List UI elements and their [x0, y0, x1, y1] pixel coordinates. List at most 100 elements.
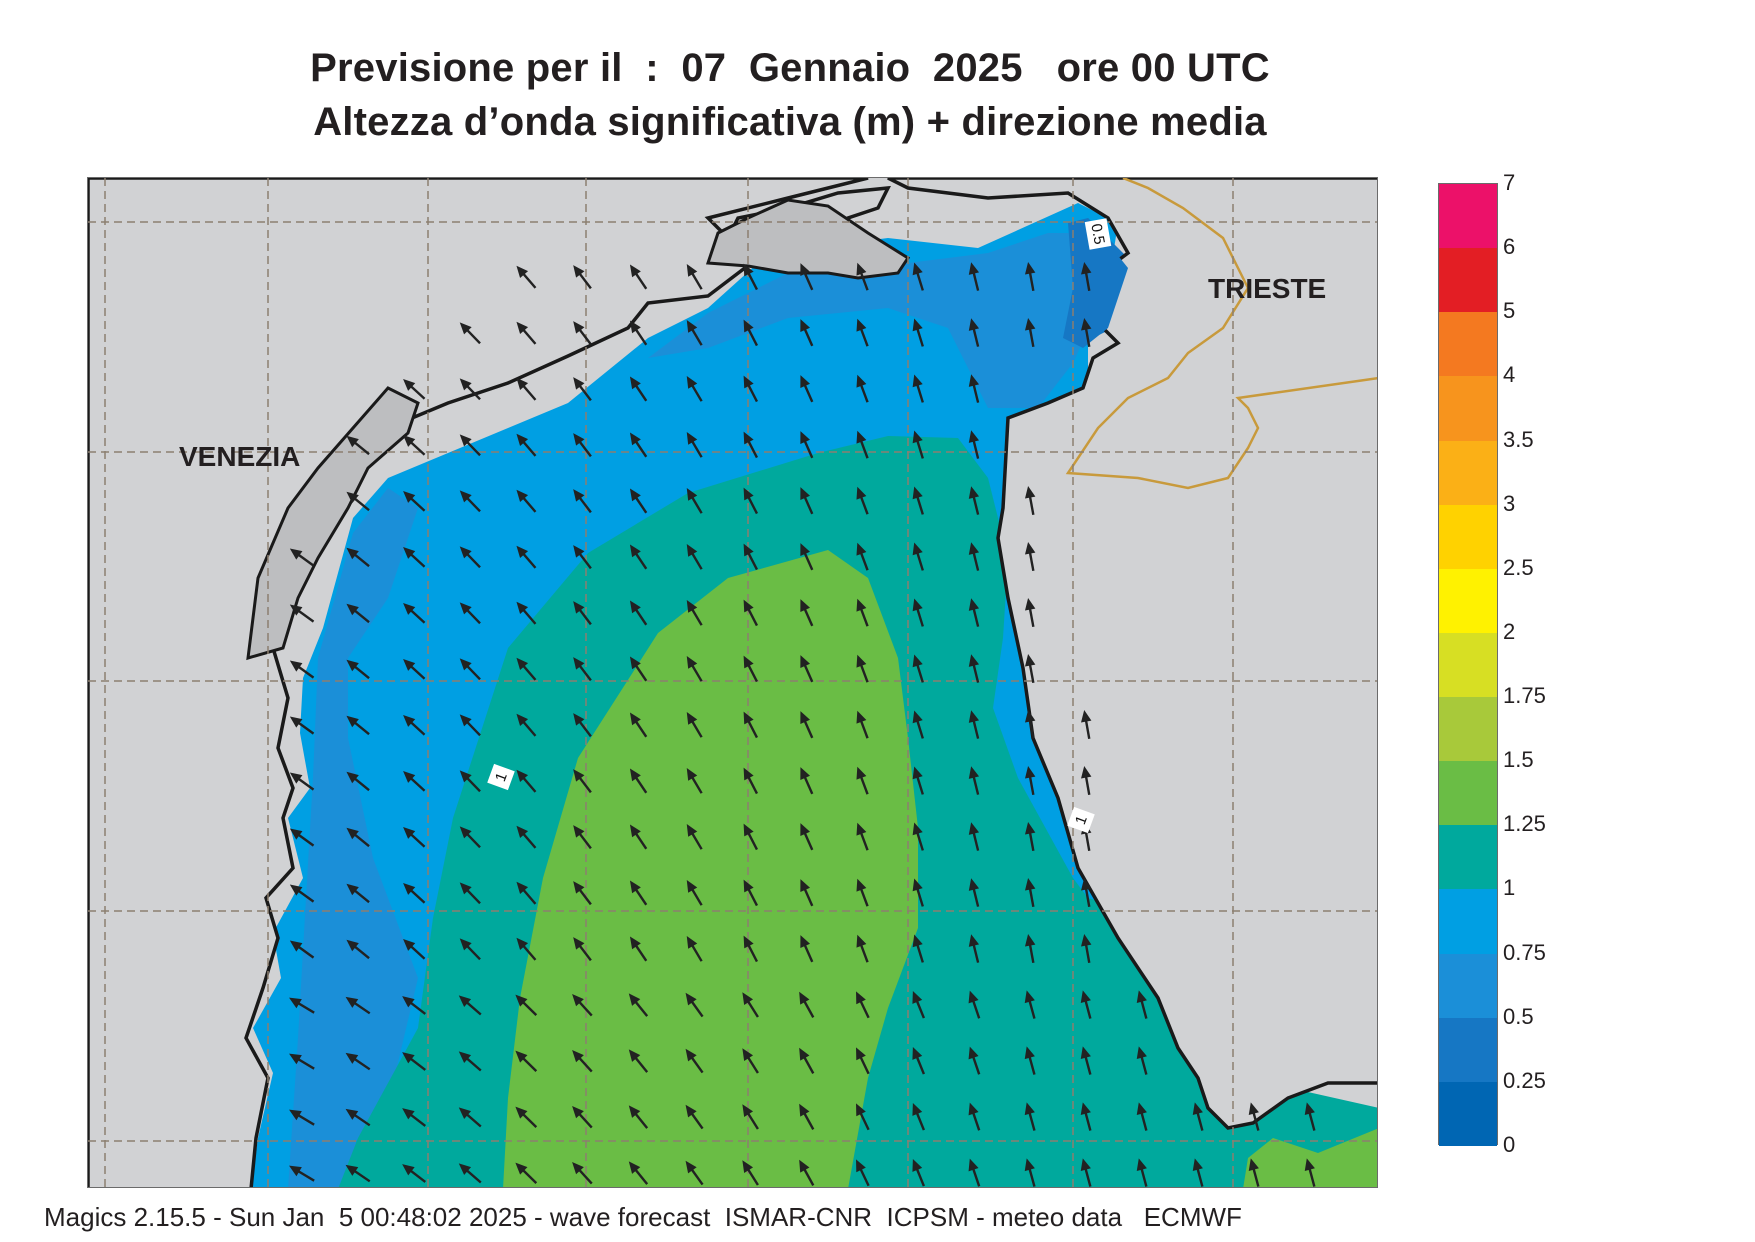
wave-arrow	[516, 769, 537, 793]
wave-arrow	[800, 655, 814, 683]
legend-tick-label: 2.5	[1503, 554, 1534, 580]
wave-arrow	[516, 657, 537, 681]
wave-arrow	[459, 434, 481, 457]
wave-arrow	[912, 654, 924, 683]
wave-arrow	[1024, 878, 1036, 908]
wave-arrow	[1024, 486, 1036, 516]
wave-arrow	[856, 1159, 870, 1187]
wave-arrow	[1024, 654, 1036, 684]
wave-arrow	[402, 1052, 427, 1071]
wave-arrow	[912, 542, 924, 571]
wave-arrow	[743, 767, 759, 795]
wave-arrow	[346, 883, 370, 904]
wave-arrow	[289, 940, 315, 959]
wave-arrow	[516, 489, 537, 513]
wave-arrow	[686, 488, 703, 514]
wave-map: 0.5 1 1 VENEZIA TRIESTE	[87, 177, 1378, 1188]
wave-arrow	[856, 430, 869, 459]
wave-arrow	[856, 486, 869, 515]
wave-arrow	[516, 377, 537, 401]
wave-arrow	[968, 990, 981, 1019]
legend-swatch	[1439, 1081, 1497, 1147]
legend-swatch	[1439, 504, 1497, 570]
wave-arrow	[403, 379, 426, 400]
wave-arrow	[1024, 318, 1036, 348]
wave-arrow	[629, 600, 648, 626]
wave-arrow	[1304, 1102, 1316, 1131]
legend-swatch	[1439, 697, 1497, 762]
color-legend	[1438, 183, 1498, 1147]
wave-arrow	[1024, 710, 1036, 740]
wave-arrow	[968, 822, 980, 851]
wave-arrow	[459, 826, 481, 849]
wave-arrow	[686, 264, 703, 290]
wave-arrow	[289, 1053, 315, 1070]
wave-arrow	[515, 1106, 538, 1128]
legend-tick-label: 1.25	[1503, 811, 1546, 837]
legend-swatch	[1439, 568, 1497, 634]
wave-arrow	[573, 825, 592, 850]
wave-arrow	[743, 543, 759, 571]
wave-arrow	[289, 997, 315, 1014]
wave-arrow	[628, 1049, 649, 1073]
wave-arrow	[912, 1102, 926, 1131]
wave-arrow	[686, 432, 703, 458]
wave-arrow	[743, 711, 759, 739]
wave-arrow	[912, 430, 924, 459]
wave-arrow	[346, 771, 370, 792]
wave-arrow	[743, 935, 759, 963]
sea-05-075	[648, 233, 1098, 408]
wave-arrow	[743, 263, 759, 291]
wave-arrow	[912, 1046, 926, 1075]
wave-arrow	[628, 1105, 649, 1129]
wave-arrow	[573, 377, 592, 402]
wave-arrow	[912, 374, 924, 403]
wave-arrow	[968, 934, 980, 963]
wave-arrow	[800, 879, 814, 907]
wave-arrow	[1024, 822, 1036, 852]
wave-arrow	[742, 1104, 759, 1130]
legend-tick-label: 0.75	[1503, 939, 1546, 965]
wave-arrow	[403, 883, 426, 904]
legend-swatch	[1439, 825, 1497, 890]
wave-arrow	[459, 714, 481, 737]
wave-arrow	[856, 766, 869, 795]
wave-arrow	[629, 936, 648, 962]
wave-arrow	[1248, 1102, 1260, 1131]
wave-arrow	[1024, 1158, 1036, 1187]
wave-arrow	[289, 828, 315, 847]
wave-arrow	[516, 937, 537, 961]
wave-arrow	[1024, 934, 1036, 964]
wave-arrow	[458, 1051, 482, 1072]
wave-arrow	[515, 1050, 538, 1072]
wave-arrow	[742, 1160, 759, 1186]
wave-arrow	[459, 378, 481, 401]
wave-arrow	[572, 1106, 593, 1129]
legend-swatch	[1439, 248, 1497, 313]
wave-arrow	[289, 884, 315, 903]
legend-swatch	[1439, 953, 1497, 1019]
wave-arrow	[743, 431, 759, 459]
wave-arrow	[856, 1103, 870, 1131]
wave-arrow	[458, 995, 482, 1016]
land-east	[887, 178, 1377, 1130]
wave-arrow	[459, 602, 481, 625]
wave-arrow	[629, 880, 648, 906]
wave-arrow	[968, 766, 980, 795]
wave-arrow	[968, 598, 980, 627]
wave-arrow	[459, 490, 481, 513]
wave-arrow	[743, 879, 759, 907]
wave-arrow	[403, 715, 426, 736]
legend-tick-label: 3.5	[1503, 426, 1534, 452]
wave-arrow	[572, 1162, 593, 1185]
wave-arrow	[800, 935, 814, 963]
wave-arrow	[628, 1161, 649, 1185]
legend-tick-label: 0.25	[1503, 1067, 1546, 1093]
wave-arrow	[968, 374, 980, 403]
wave-arrow	[856, 934, 869, 963]
wave-arrow	[629, 712, 648, 738]
wave-arrow	[346, 435, 370, 456]
wave-arrow	[912, 598, 924, 627]
wave-arrow	[403, 547, 426, 568]
wave-arrow	[629, 320, 648, 346]
